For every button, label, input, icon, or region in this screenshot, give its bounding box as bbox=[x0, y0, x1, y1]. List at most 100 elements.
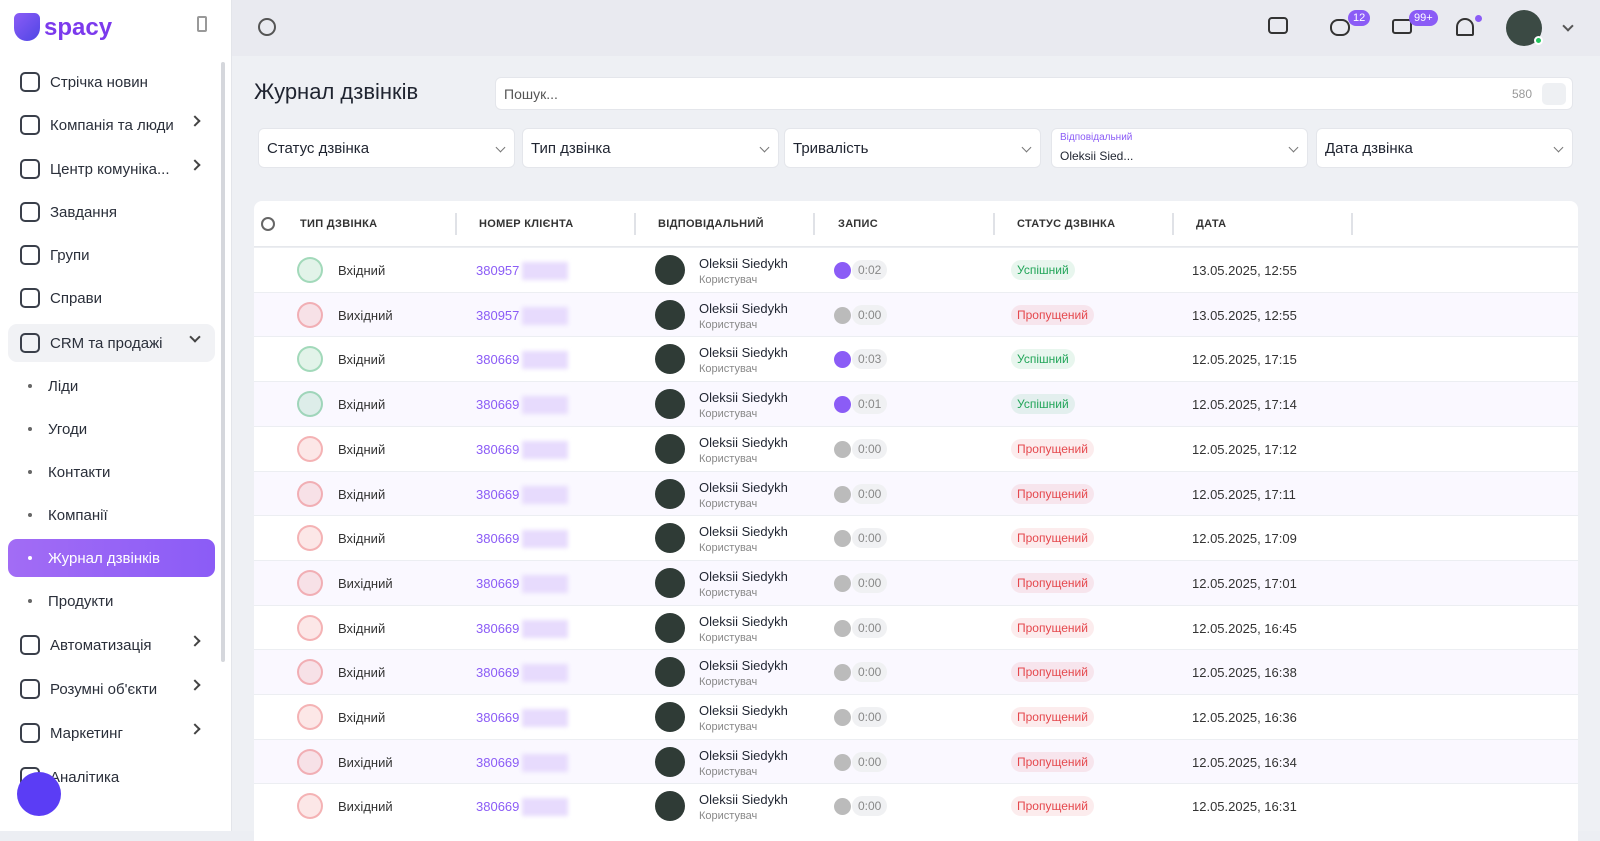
nav-item[interactable]: Стрічка новин bbox=[8, 63, 215, 101]
duration: 0:02 bbox=[852, 260, 888, 280]
call-row[interactable]: Вхідний 380957 Oleksii Siedykh Користувач 0:… bbox=[254, 247, 1578, 292]
nav-item[interactable]: Компанія та люди bbox=[8, 106, 215, 144]
filter-select[interactable]: Дата дзвінка bbox=[1316, 128, 1573, 168]
column-header[interactable]: ДАТА bbox=[1196, 218, 1227, 230]
nav-item[interactable]: Розумні об'єкти bbox=[8, 670, 215, 708]
nav-item[interactable]: Справи bbox=[8, 279, 215, 317]
user-menu-chevron[interactable] bbox=[1562, 20, 1574, 32]
nav-item[interactable]: CRM та продажі bbox=[8, 324, 215, 362]
call-type: Вихідний bbox=[338, 754, 393, 770]
client-number[interactable]: 380669 bbox=[476, 710, 520, 725]
play-button[interactable] bbox=[834, 619, 851, 637]
mail-icon[interactable] bbox=[1392, 19, 1412, 34]
play-button[interactable] bbox=[834, 306, 851, 324]
call-date: 12.05.2025, 16:36 bbox=[1192, 710, 1297, 725]
nav-item[interactable]: Центр комуніка... bbox=[8, 150, 215, 188]
call-row[interactable]: Вихідний 380669 Oleksii Siedykh Користувач 0… bbox=[254, 783, 1578, 828]
client-number[interactable]: 380669 bbox=[476, 531, 520, 547]
number-blur bbox=[522, 351, 568, 370]
nav-item[interactable]: Автоматизація bbox=[8, 626, 215, 664]
nav-subitem[interactable]: Угоди bbox=[8, 410, 215, 448]
chat-icon[interactable] bbox=[1330, 19, 1350, 36]
search-icon[interactable] bbox=[258, 18, 276, 36]
duration: 0:00 bbox=[852, 572, 888, 593]
client-number[interactable]: 380669 bbox=[476, 575, 520, 591]
call-row[interactable]: Вхідний 380669 Oleksii Siedykh Користувач 0:… bbox=[254, 649, 1578, 694]
nav-arrow bbox=[189, 679, 201, 691]
agent-name: Oleksii Siedykh bbox=[699, 658, 788, 674]
call-row[interactable]: Вхідний 380669 Oleksii Siedykh Користувач 0:… bbox=[254, 470, 1578, 516]
call-type: Вхідний bbox=[338, 397, 386, 413]
call-row[interactable]: Вихідний 380669 Oleksii Siedykh Користувач 0… bbox=[254, 559, 1578, 605]
column-separator bbox=[634, 213, 636, 235]
play-button[interactable] bbox=[834, 262, 851, 279]
call-status: Успішний bbox=[1011, 260, 1075, 280]
messages-icon[interactable] bbox=[1268, 17, 1288, 34]
call-row[interactable]: Вхідний 380669 Oleksii Siedykh Користувач 0:… bbox=[254, 515, 1578, 560]
call-type: Вихідний bbox=[338, 575, 393, 591]
client-number[interactable]: 380669 bbox=[476, 397, 520, 413]
call-row[interactable]: Вхідний 380669 Oleksii Siedykh Користувач 0:… bbox=[254, 604, 1578, 650]
client-number[interactable]: 380669 bbox=[476, 620, 520, 636]
column-header[interactable]: ВІДПОВІДАЛЬНИЙ bbox=[658, 218, 764, 230]
call-row[interactable]: Вихідний 380957 Oleksii Siedykh Користувач 0… bbox=[254, 291, 1578, 337]
bell-dot bbox=[1475, 15, 1482, 22]
nav-subitem[interactable]: Компанії bbox=[8, 496, 215, 534]
nav-subitem[interactable]: Контакти bbox=[8, 453, 215, 491]
client-number[interactable]: 380669 bbox=[476, 665, 520, 681]
column-header[interactable]: НОМЕР КЛІЄНТА bbox=[479, 218, 574, 230]
play-button[interactable] bbox=[834, 574, 851, 592]
call-row[interactable]: Вхідний 380669 Oleksii Siedykh Користувач 0:… bbox=[254, 336, 1578, 381]
call-type-icon bbox=[297, 257, 323, 283]
agent-name: Oleksii Siedykh bbox=[699, 703, 788, 718]
nav-item[interactable]: Завдання bbox=[8, 193, 215, 231]
client-number[interactable]: 380669 bbox=[476, 754, 520, 770]
play-button[interactable] bbox=[834, 664, 851, 682]
nav-item[interactable]: Маркетинг bbox=[8, 714, 215, 752]
filter-select[interactable]: Відповідальний Oleksii Sied... bbox=[1051, 128, 1308, 168]
call-row[interactable]: Вихідний 380669 Oleksii Siedykh Користувач 0… bbox=[254, 738, 1578, 784]
bell-icon[interactable] bbox=[1456, 18, 1474, 36]
online-dot bbox=[1534, 36, 1543, 45]
call-row[interactable]: Вхідний 380669 Oleksii Siedykh Користувач 0:… bbox=[254, 425, 1578, 471]
client-number[interactable]: 380957 bbox=[476, 307, 520, 323]
call-row[interactable]: Вхідний 380669 Oleksii Siedykh Користувач 0:… bbox=[254, 381, 1578, 426]
clear-button[interactable] bbox=[1542, 83, 1566, 105]
play-button[interactable] bbox=[834, 709, 851, 726]
nav-item[interactable]: Групи bbox=[8, 236, 215, 274]
number-blur bbox=[522, 440, 568, 459]
call-date: 12.05.2025, 17:01 bbox=[1192, 575, 1297, 591]
agent-role: Користувач bbox=[699, 363, 758, 376]
nav-subitem[interactable]: Ліди bbox=[8, 367, 215, 405]
play-button[interactable] bbox=[834, 396, 851, 414]
filter-select[interactable]: Тип дзвінка bbox=[522, 128, 779, 168]
call-date: 13.05.2025, 12:55 bbox=[1192, 307, 1297, 323]
call-type-icon bbox=[297, 391, 323, 418]
play-button[interactable] bbox=[834, 530, 851, 548]
call-type-icon bbox=[297, 435, 323, 462]
column-header[interactable]: ЗАПИС bbox=[838, 218, 878, 230]
play-button[interactable] bbox=[834, 485, 851, 503]
chat-launcher[interactable] bbox=[17, 772, 61, 816]
filter-select[interactable]: Статус дзвінка bbox=[258, 128, 515, 168]
client-number[interactable]: 380669 bbox=[476, 486, 520, 502]
filter-select[interactable]: Тривалість bbox=[784, 128, 1041, 168]
client-number[interactable]: 380669 bbox=[476, 352, 520, 368]
pin-icon[interactable] bbox=[197, 16, 207, 32]
call-row[interactable]: Вхідний 380669 Oleksii Siedykh Користувач 0:… bbox=[254, 694, 1578, 739]
client-number[interactable]: 380669 bbox=[476, 799, 520, 815]
play-button[interactable] bbox=[834, 753, 851, 771]
nav-arrow bbox=[189, 723, 201, 735]
column-header[interactable]: ТИП ДЗВІНКА bbox=[300, 218, 378, 230]
play-button[interactable] bbox=[834, 351, 851, 369]
call-status: Пропущений bbox=[1011, 304, 1094, 325]
client-number[interactable]: 380669 bbox=[476, 441, 520, 457]
settings-icon[interactable] bbox=[261, 217, 275, 231]
search-box[interactable]: Пошук... 580 bbox=[495, 77, 1573, 110]
play-button[interactable] bbox=[834, 440, 851, 458]
client-number[interactable]: 380957 bbox=[476, 263, 520, 278]
nav-subitem[interactable]: Продукти bbox=[8, 582, 215, 620]
column-header[interactable]: СТАТУС ДЗВІНКА bbox=[1017, 218, 1116, 230]
play-button[interactable] bbox=[834, 798, 851, 816]
nav-subitem[interactable]: Журнал дзвінків bbox=[8, 539, 215, 577]
